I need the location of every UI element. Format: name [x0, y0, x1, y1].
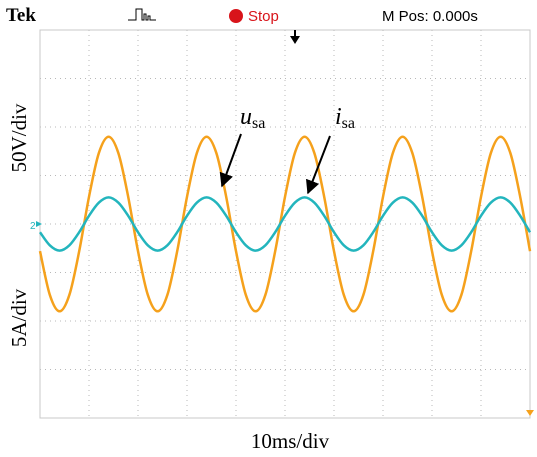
run-state: Stop [248, 8, 279, 25]
brand: Tek [6, 5, 36, 26]
y-label-voltage: 50V/div [7, 103, 31, 172]
m-pos: M Pos: 0.000s [382, 8, 478, 25]
annotation-sub: sa [252, 115, 265, 132]
annotation-text: i [335, 104, 342, 130]
stop-dot [229, 9, 243, 23]
y-label-current: 5A/div [7, 288, 31, 347]
x-label: 10ms/div [251, 429, 330, 453]
annotation-text: u [240, 104, 252, 130]
scope-screenshot: Tek Stop M Pos: 0.000s 2 50V/div 5A/div … [0, 0, 537, 457]
channel-marker: 2 [30, 221, 36, 232]
annotation-sub: sa [342, 115, 355, 132]
